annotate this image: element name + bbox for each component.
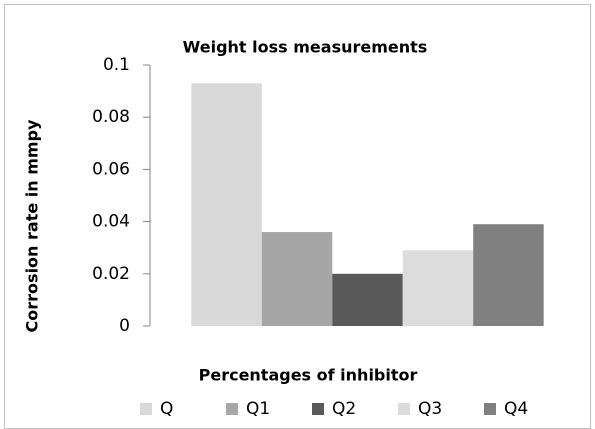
bar — [473, 224, 544, 326]
x-axis-label: Percentages of inhibitor — [199, 366, 418, 385]
legend-label: Q1 — [246, 399, 270, 419]
bar — [402, 250, 474, 326]
legend-swatch — [484, 403, 496, 415]
legend-label: Q4 — [504, 399, 528, 419]
bar — [261, 232, 333, 326]
chart-frame — [4, 4, 591, 429]
bar — [332, 273, 403, 326]
y-tick-label: 0.1 — [103, 55, 130, 75]
legend-swatch — [312, 403, 324, 415]
bar — [191, 83, 262, 327]
legend-label: Q3 — [418, 399, 442, 419]
y-axis-label: Corrosion rate in mmpy — [23, 119, 42, 332]
legend-label: Q — [160, 399, 173, 419]
legend-label: Q2 — [332, 399, 356, 419]
chart-title: Weight loss measurements — [183, 38, 428, 57]
y-tick-label: 0.08 — [92, 107, 130, 127]
y-tick-label: 0.06 — [92, 159, 130, 179]
legend-swatch — [398, 403, 410, 415]
legend-swatch — [226, 403, 238, 415]
legend-swatch — [140, 403, 152, 415]
y-tick-label: 0 — [119, 316, 130, 336]
y-tick-label: 0.04 — [92, 212, 130, 232]
y-tick-label: 0.02 — [92, 264, 130, 284]
